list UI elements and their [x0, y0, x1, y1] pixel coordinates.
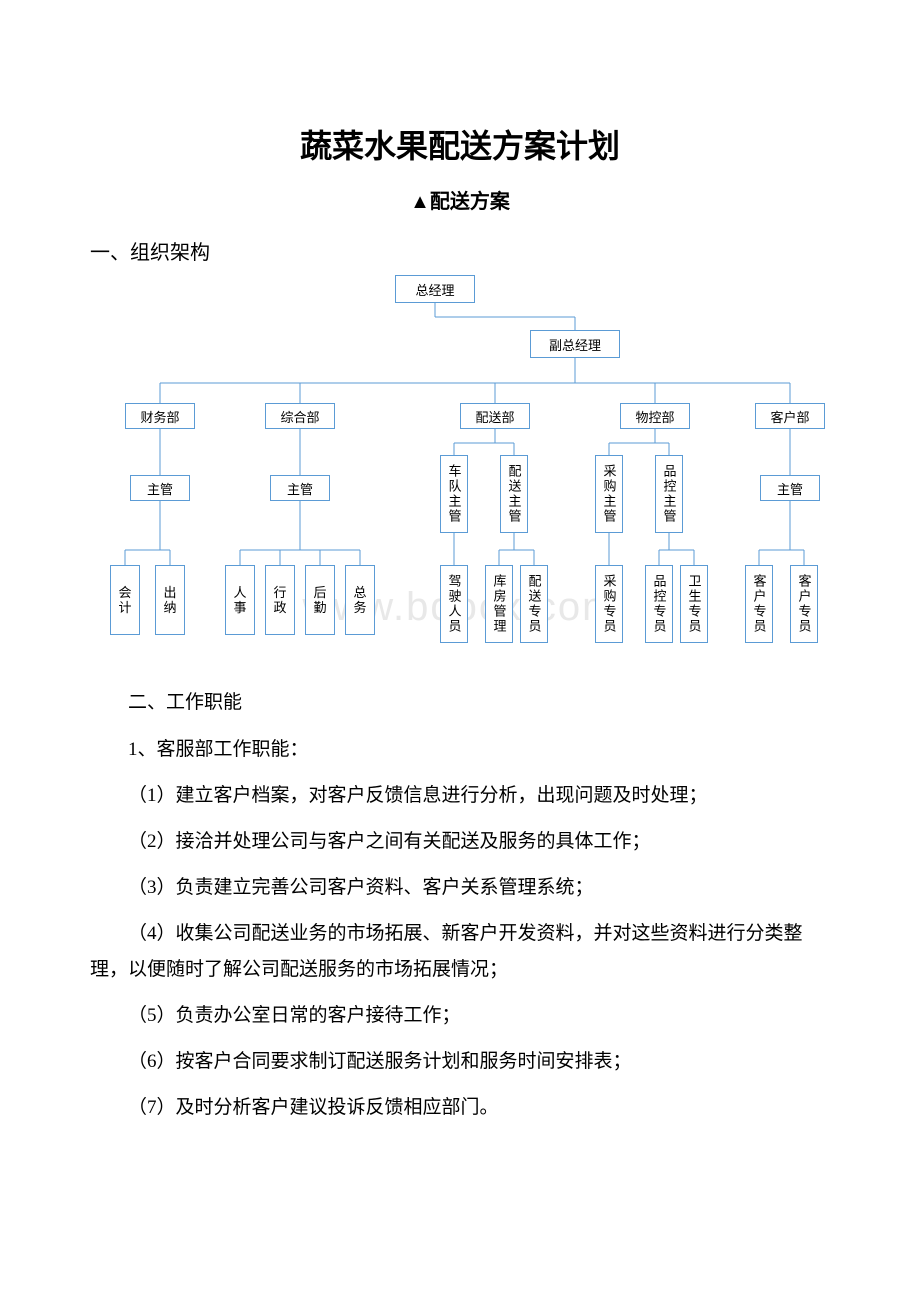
paragraph-2: （2）接洽并处理公司与客户之间有关配送及服务的具体工作； [90, 824, 830, 860]
org-node-general: 综合部 [265, 403, 335, 429]
org-node-delivery: 配送部 [460, 403, 530, 429]
org-node-finance: 财务部 [125, 403, 195, 429]
org-node-acct: 会计 [110, 565, 140, 635]
section-heading-2: 二、工作职能 [90, 685, 830, 721]
org-node-qcsup: 品控主管 [655, 455, 683, 533]
org-node-dgm: 副总经理 [530, 330, 620, 358]
org-node-delsup: 配送主管 [500, 455, 528, 533]
org-node-driver: 驾驶人员 [440, 565, 468, 643]
org-node-customer: 客户部 [755, 403, 825, 429]
paragraph-1: （1）建立客户档案，对客户反馈信息进行分析，出现问题及时处理； [90, 778, 830, 814]
subtitle: ▲配送方案 [90, 185, 830, 214]
paragraph-6: （6）按客户合同要求制订配送服务计划和服务时间安排表； [90, 1044, 830, 1080]
paragraph-5: （5）负责办公室日常的客户接待工作； [90, 998, 830, 1034]
org-node-health: 卫生专员 [680, 565, 708, 643]
org-node-warehouse: 库房管理 [485, 565, 513, 643]
document-page: 蔬菜水果配送方案计划 ▲配送方案 一、组织架构 www.bdocx.com 总经… [0, 0, 920, 1196]
org-node-sup2: 主管 [270, 475, 330, 501]
page-title: 蔬菜水果配送方案计划 [90, 121, 830, 167]
section-heading-1: 一、组织架构 [90, 236, 830, 265]
org-node-cust1: 客户专员 [745, 565, 773, 643]
org-node-purstaff: 采购专员 [595, 565, 623, 643]
org-node-fleet: 车队主管 [440, 455, 468, 533]
body-text: 二、工作职能 1、客服部工作职能： （1）建立客户档案，对客户反馈信息进行分析，… [90, 685, 830, 1126]
org-node-delstaff: 配送专员 [520, 565, 548, 643]
org-node-admin: 行政 [265, 565, 295, 635]
org-node-sup5: 主管 [760, 475, 820, 501]
org-node-sup1: 主管 [130, 475, 190, 501]
org-node-cust2: 客户专员 [790, 565, 818, 643]
org-node-qcstaff: 品控专员 [645, 565, 673, 643]
org-chart: www.bdocx.com 总经理副总经理财务部综合部配送部物控部客户部主管主管… [90, 275, 830, 655]
job-heading: 1、客服部工作职能： [90, 732, 830, 768]
org-node-affairs: 总务 [345, 565, 375, 635]
org-node-hr: 人事 [225, 565, 255, 635]
org-node-pursup: 采购主管 [595, 455, 623, 533]
paragraph-7: （7）及时分析客户建议投诉反馈相应部门。 [90, 1090, 830, 1126]
org-node-logist: 后勤 [305, 565, 335, 635]
org-node-cashier: 出纳 [155, 565, 185, 635]
org-node-gm: 总经理 [395, 275, 475, 303]
paragraph-3: （3）负责建立完善公司客户资料、客户关系管理系统； [90, 870, 830, 906]
paragraph-4: （4）收集公司配送业务的市场拓展、新客户开发资料，并对这些资料进行分类整理，以便… [90, 916, 830, 988]
org-node-material: 物控部 [620, 403, 690, 429]
